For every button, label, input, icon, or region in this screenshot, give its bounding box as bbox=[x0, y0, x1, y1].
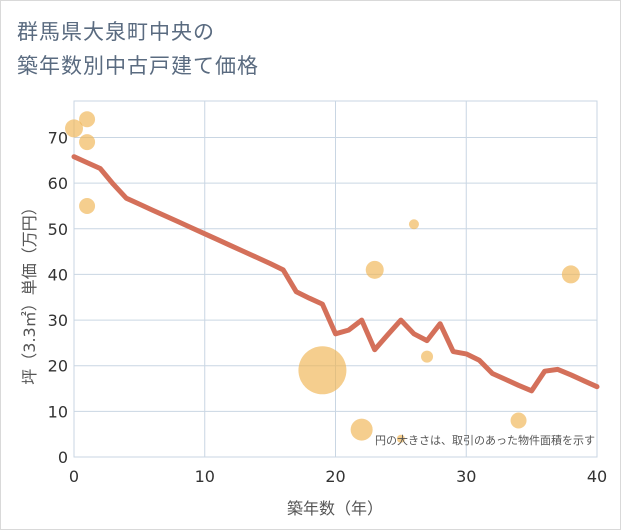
x-tick-label: 30 bbox=[456, 467, 476, 486]
bubble-size-note: 円の大きさは、取引のあった物件面積を示す bbox=[375, 433, 595, 447]
price-trend-line bbox=[71, 154, 600, 394]
chart-title-line-1: 群馬県大泉町中央の bbox=[17, 20, 215, 44]
x-tick-label: 10 bbox=[195, 467, 215, 486]
bubble-point bbox=[65, 119, 83, 138]
y-tick-label: 70 bbox=[48, 129, 68, 148]
bubble-point bbox=[510, 412, 527, 429]
bubble-point bbox=[79, 111, 96, 128]
axis-ticks: 0 10 20 30 40 50 60 70 0 10 20 30 40 bbox=[48, 129, 608, 486]
y-axis-label: 坪（3.3㎡）単価（万円） bbox=[20, 199, 39, 384]
x-tick-label: 0 bbox=[69, 467, 79, 486]
bubble-point bbox=[79, 134, 96, 151]
chart-title: 群馬県大泉町中央の 築年数別中古戸建て価格 bbox=[17, 15, 259, 83]
bubble-point bbox=[365, 260, 384, 279]
bubble-point bbox=[408, 219, 419, 230]
y-tick-label: 0 bbox=[58, 448, 68, 467]
y-tick-label: 10 bbox=[48, 402, 68, 421]
x-axis-label: 築年数（年） bbox=[287, 499, 383, 518]
bubble-point bbox=[561, 265, 580, 284]
bubble-point bbox=[421, 350, 434, 363]
y-tick-label: 40 bbox=[48, 265, 68, 284]
y-tick-label: 20 bbox=[48, 357, 68, 376]
y-tick-label: 30 bbox=[48, 311, 68, 330]
bubble-series bbox=[65, 111, 580, 443]
bubble-point bbox=[350, 418, 373, 441]
x-tick-label: 20 bbox=[325, 467, 345, 486]
chart-title-line-2: 築年数別中古戸建て価格 bbox=[17, 54, 259, 78]
y-tick-label: 60 bbox=[48, 174, 68, 193]
bubble-point bbox=[79, 197, 96, 214]
grid bbox=[73, 100, 598, 458]
bubble-point bbox=[396, 434, 405, 443]
y-tick-label: 50 bbox=[48, 220, 68, 239]
x-tick-label: 40 bbox=[587, 467, 607, 486]
bubble-point bbox=[298, 346, 347, 395]
